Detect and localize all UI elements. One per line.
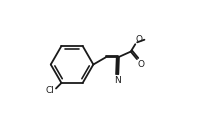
Text: O: O <box>138 60 145 69</box>
Text: O: O <box>136 35 143 44</box>
Text: N: N <box>114 76 121 85</box>
Text: Cl: Cl <box>45 86 54 95</box>
